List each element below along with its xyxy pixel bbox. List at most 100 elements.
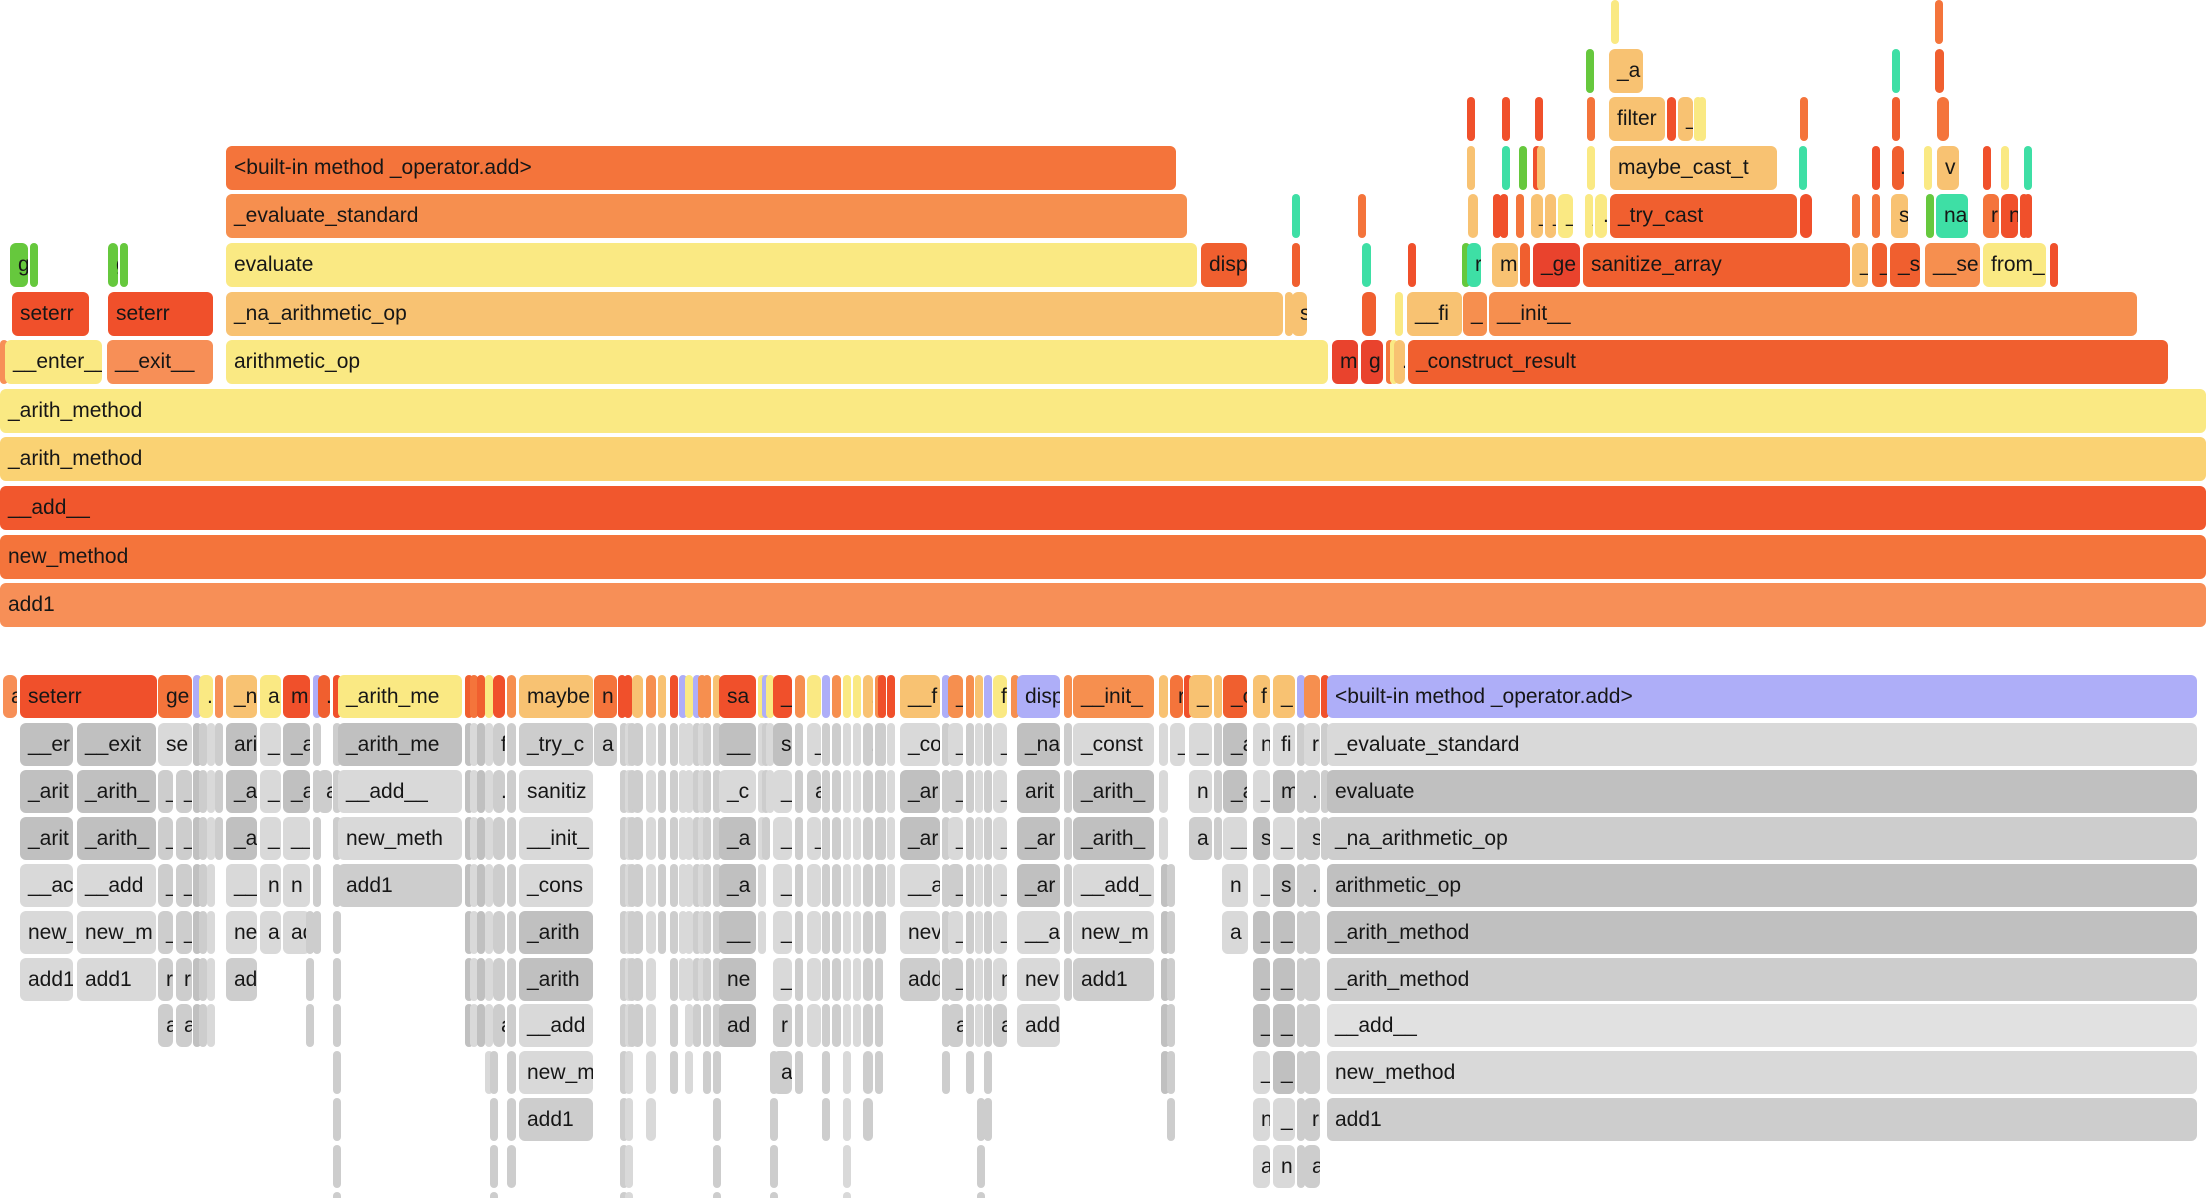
frame-cell[interactable] bbox=[620, 911, 628, 954]
frame-bar[interactable] bbox=[493, 675, 505, 718]
frame-cell[interactable] bbox=[333, 1192, 341, 1198]
frame-cell[interactable]: new_m bbox=[1073, 911, 1154, 954]
frame-bar[interactable] bbox=[0, 340, 8, 384]
frame-bar[interactable]: _try_cast bbox=[1610, 194, 1797, 238]
frame-cell[interactable] bbox=[670, 817, 678, 860]
frame-cell[interactable] bbox=[1064, 723, 1072, 766]
frame-cell[interactable] bbox=[795, 1004, 803, 1047]
frame-bar[interactable]: disp bbox=[1201, 243, 1247, 287]
frame-cell[interactable]: add1 bbox=[20, 958, 73, 1001]
frame-bar[interactable]: . bbox=[507, 675, 516, 718]
frame-cell[interactable] bbox=[465, 1004, 473, 1047]
frame-cell[interactable] bbox=[984, 1098, 992, 1141]
frame-bar[interactable]: m bbox=[283, 675, 310, 718]
frame-cell[interactable]: new_method bbox=[1327, 1051, 2197, 1094]
frame-bar[interactable]: . bbox=[1892, 146, 1904, 190]
frame-cell[interactable]: _arit bbox=[20, 817, 73, 860]
frame-cell[interactable] bbox=[625, 1145, 633, 1188]
frame-cell[interactable] bbox=[807, 1004, 821, 1047]
frame-cell[interactable]: _ bbox=[260, 770, 281, 813]
frame-bar[interactable]: _arith_method bbox=[0, 437, 2206, 481]
frame-cell[interactable] bbox=[984, 723, 992, 766]
frame-cell[interactable] bbox=[485, 864, 493, 907]
frame-cell[interactable] bbox=[795, 817, 803, 860]
frame-cell[interactable] bbox=[703, 958, 711, 1001]
frame-cell[interactable] bbox=[620, 864, 628, 907]
frame-cell[interactable]: _ bbox=[1273, 1004, 1295, 1047]
frame-bar[interactable]: __init_ bbox=[1073, 675, 1154, 718]
frame-cell[interactable] bbox=[306, 1004, 314, 1047]
frame-cell[interactable] bbox=[470, 723, 478, 766]
frame-cell[interactable] bbox=[685, 911, 693, 954]
frame-cell[interactable] bbox=[1214, 817, 1222, 860]
frame-bar[interactable] bbox=[1519, 146, 1527, 190]
frame-cell[interactable] bbox=[485, 1051, 493, 1094]
frame-cell[interactable] bbox=[477, 817, 485, 860]
frame-bar[interactable]: __f bbox=[900, 675, 940, 718]
frame-cell[interactable] bbox=[207, 770, 215, 813]
frame-bar[interactable] bbox=[766, 675, 774, 718]
frame-bar[interactable] bbox=[1362, 292, 1376, 336]
frame-bar[interactable]: _construct_result bbox=[1408, 340, 2168, 384]
frame-cell[interactable] bbox=[646, 1051, 656, 1094]
frame-cell[interactable] bbox=[984, 958, 992, 1001]
frame-cell[interactable]: _a bbox=[226, 817, 257, 860]
frame-cell[interactable] bbox=[822, 1004, 830, 1047]
frame-cell[interactable] bbox=[477, 864, 485, 907]
frame-cell[interactable] bbox=[685, 723, 693, 766]
frame-bar[interactable] bbox=[1935, 0, 1943, 44]
frame-cell[interactable] bbox=[477, 723, 485, 766]
frame-cell[interactable] bbox=[853, 864, 861, 907]
frame-cell[interactable] bbox=[193, 723, 201, 766]
frame-cell[interactable] bbox=[853, 723, 861, 766]
frame-cell[interactable]: _ bbox=[176, 817, 192, 860]
frame-bar[interactable] bbox=[878, 675, 886, 718]
frame-cell[interactable] bbox=[1214, 770, 1222, 813]
frame-cell[interactable]: ad bbox=[226, 958, 257, 1001]
frame-cell[interactable] bbox=[966, 817, 974, 860]
frame-cell[interactable] bbox=[942, 770, 950, 813]
frame-bar[interactable]: new_method bbox=[0, 535, 2206, 579]
frame-bar[interactable] bbox=[1516, 194, 1524, 238]
frame-cell[interactable]: _ bbox=[993, 911, 1007, 954]
frame-cell[interactable] bbox=[620, 817, 628, 860]
frame-cell[interactable] bbox=[670, 864, 678, 907]
frame-bar[interactable] bbox=[1408, 243, 1416, 287]
frame-cell[interactable] bbox=[470, 770, 478, 813]
frame-cell[interactable] bbox=[670, 1004, 678, 1047]
frame-cell[interactable] bbox=[832, 817, 841, 860]
frame-bar[interactable] bbox=[1872, 146, 1880, 190]
frame-cell[interactable] bbox=[632, 723, 643, 766]
frame-cell[interactable] bbox=[1304, 911, 1320, 954]
frame-bar[interactable] bbox=[624, 675, 632, 718]
frame-cell[interactable]: _ bbox=[158, 911, 173, 954]
frame-bar[interactable] bbox=[618, 675, 626, 718]
frame-cell[interactable]: _ bbox=[1253, 1051, 1270, 1094]
frame-bar[interactable] bbox=[477, 675, 485, 718]
frame-cell[interactable]: _evaluate_standard bbox=[1327, 723, 2197, 766]
frame-cell[interactable] bbox=[199, 1004, 207, 1047]
frame-cell[interactable]: r bbox=[1304, 723, 1320, 766]
frame-cell[interactable] bbox=[1214, 723, 1222, 766]
frame-cell[interactable] bbox=[703, 770, 711, 813]
frame-bar[interactable] bbox=[1502, 146, 1510, 190]
frame-cell[interactable] bbox=[207, 817, 215, 860]
frame-cell[interactable]: evaluate bbox=[1327, 770, 2197, 813]
frame-cell[interactable] bbox=[193, 1004, 201, 1047]
frame-cell[interactable] bbox=[207, 723, 215, 766]
frame-cell[interactable]: _a bbox=[226, 770, 257, 813]
frame-cell[interactable]: a bbox=[176, 1004, 192, 1047]
frame-cell[interactable] bbox=[975, 958, 983, 1001]
frame-bar[interactable] bbox=[853, 675, 861, 718]
frame-bar[interactable] bbox=[679, 675, 687, 718]
frame-cell[interactable]: _na_arithmetic_op bbox=[1327, 817, 2197, 860]
frame-bar[interactable] bbox=[1586, 49, 1594, 93]
frame-cell[interactable] bbox=[1321, 817, 1329, 860]
frame-cell[interactable] bbox=[625, 1051, 633, 1094]
frame-cell[interactable]: _ bbox=[1170, 723, 1185, 766]
frame-cell[interactable] bbox=[465, 911, 473, 954]
frame-bar[interactable]: g bbox=[10, 243, 28, 287]
frame-cell[interactable]: ne bbox=[226, 911, 257, 954]
frame-cell[interactable] bbox=[703, 1004, 711, 1047]
frame-cell[interactable] bbox=[853, 911, 861, 954]
